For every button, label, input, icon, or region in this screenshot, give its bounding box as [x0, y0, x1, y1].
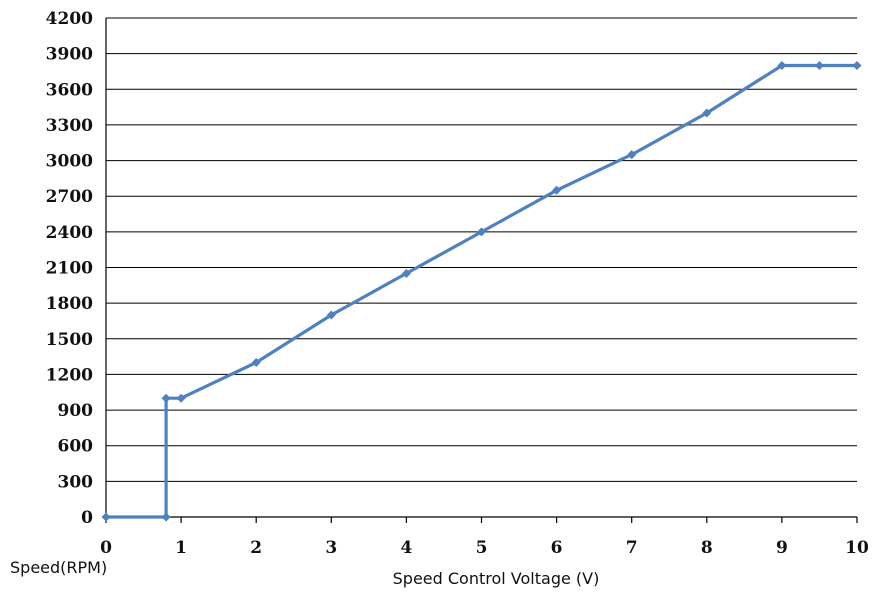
- x-tick-label: 9: [776, 538, 788, 558]
- y-tick-label: 3900: [46, 45, 93, 65]
- x-tick-labels: 0 1 2 3 4 5 6 7 8 9 10: [100, 538, 869, 558]
- data-point-marker: [477, 227, 486, 237]
- data-point-marker: [251, 358, 261, 368]
- data-point-marker: [814, 61, 824, 71]
- y-tick-label: 4200: [46, 9, 93, 29]
- y-tick-label: 600: [58, 437, 94, 457]
- y-tick-label: 3000: [46, 152, 93, 172]
- y-tick-labels: 0 300 600 900 1200 1500 1800 2100 2400 2700 3000 33…: [46, 9, 93, 528]
- series-line-0: [106, 63, 857, 519]
- x-tick-label: 5: [476, 538, 488, 558]
- y-tick-label: 3600: [46, 80, 93, 100]
- data-point-marker: [176, 393, 186, 403]
- x-tick-label: 8: [701, 538, 713, 558]
- x-tick-label: 7: [626, 538, 638, 558]
- y-tick-label: 1800: [46, 294, 93, 314]
- y-tick-label: 900: [58, 401, 94, 421]
- gridlines: [106, 17, 857, 518]
- data-point-marker: [552, 185, 562, 195]
- y-axis-label: Speed(RPM): [10, 558, 107, 577]
- y-tick-label: 0: [81, 508, 93, 528]
- x-tick-label: 3: [325, 538, 337, 558]
- x-axis-label: Speed Control Voltage (V): [393, 569, 600, 588]
- data-point-marker: [702, 108, 712, 118]
- x-tick-label: 6: [551, 538, 563, 558]
- data-point-marker: [852, 61, 862, 71]
- data-point-marker: [101, 512, 111, 522]
- data-point-marker: [627, 150, 637, 160]
- y-tick-label: 1200: [46, 365, 93, 385]
- x-tick-label: 0: [100, 538, 112, 558]
- data-point-marker: [161, 393, 171, 403]
- y-tick-label: 1500: [46, 330, 93, 350]
- data-point-marker: [401, 268, 411, 278]
- data-point-marker: [161, 512, 171, 522]
- x-tick-label: 1: [175, 538, 187, 558]
- y-tick-label: 2700: [46, 187, 93, 207]
- x-tick-label: 2: [250, 538, 262, 558]
- data-point-marker: [777, 61, 787, 71]
- y-tick-label: 300: [58, 472, 94, 492]
- data-series: [101, 61, 862, 522]
- x-tick-label: 10: [845, 538, 869, 558]
- y-tick-label: 3300: [46, 116, 93, 136]
- x-tick-label: 4: [400, 538, 412, 558]
- y-tick-label: 2100: [46, 259, 93, 279]
- data-point-marker: [326, 310, 336, 320]
- axes: [105, 18, 858, 523]
- y-tick-label: 2400: [46, 223, 93, 243]
